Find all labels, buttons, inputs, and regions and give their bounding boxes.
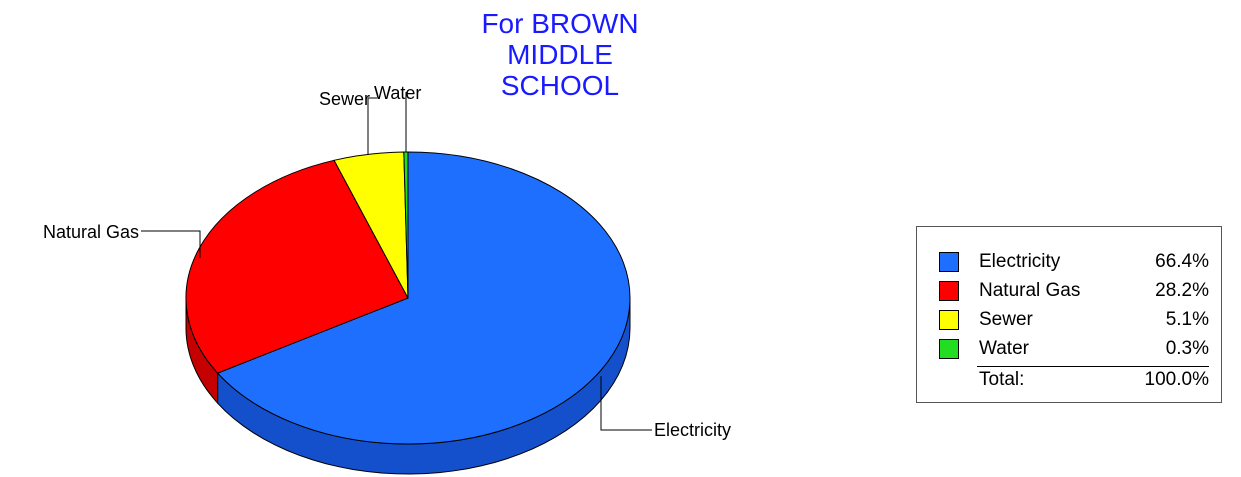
pie-slice-natural-gas — [185, 159, 409, 374]
slice-label-sewer: Sewer — [319, 89, 370, 109]
pie-slice-water — [403, 151, 409, 299]
chart-title-line: For BROWN — [481, 8, 639, 39]
leader-line-sewer — [367, 97, 377, 154]
legend: Electricity 66.4% Natural Gas 28.2% Sewe… — [916, 226, 1222, 403]
legend-label: Water — [979, 338, 1029, 359]
legend-value: 5.1% — [1165, 309, 1209, 330]
slice-label-natural-gas: Natural Gas — [43, 222, 139, 242]
legend-swatch — [939, 281, 959, 301]
legend-total-row: Total: 100.0% — [939, 369, 1215, 393]
legend-total-label: Total: — [979, 369, 1025, 390]
slice-label-electricity: Electricity — [654, 420, 731, 440]
chart-title-line: MIDDLE — [507, 39, 613, 70]
chart-title-line: SCHOOL — [500, 70, 620, 101]
legend-swatch — [939, 310, 959, 330]
legend-value: 0.3% — [1165, 338, 1209, 359]
legend-item-water: Water 0.3% — [939, 338, 1215, 362]
legend-divider — [977, 366, 1209, 367]
legend-total-value: 100.0% — [1144, 369, 1209, 390]
pie-slice-electricity — [216, 151, 631, 445]
legend-item-natural-gas: Natural Gas 28.2% — [939, 280, 1215, 304]
legend-item-sewer: Sewer 5.1% — [939, 309, 1215, 333]
legend-value: 28.2% — [1155, 280, 1209, 301]
slice-label-water: Water — [374, 83, 421, 103]
legend-swatch — [939, 339, 959, 359]
legend-item-electricity: Electricity 66.4% — [939, 251, 1215, 275]
legend-value: 66.4% — [1155, 251, 1209, 272]
legend-label: Electricity — [979, 251, 1061, 272]
legend-label: Sewer — [979, 309, 1033, 330]
legend-swatch — [939, 252, 959, 272]
legend-label: Natural Gas — [979, 280, 1081, 301]
leader-line-electricity — [600, 376, 652, 431]
leader-line-natural-gas — [141, 230, 201, 258]
